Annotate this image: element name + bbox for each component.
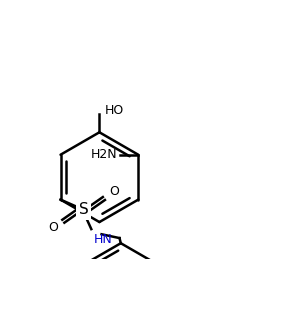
Text: HN: HN	[94, 233, 113, 246]
Text: S: S	[79, 202, 88, 217]
Text: HO: HO	[104, 104, 124, 117]
Text: H2N: H2N	[91, 148, 118, 161]
Text: O: O	[109, 185, 119, 198]
Text: O: O	[48, 221, 58, 234]
